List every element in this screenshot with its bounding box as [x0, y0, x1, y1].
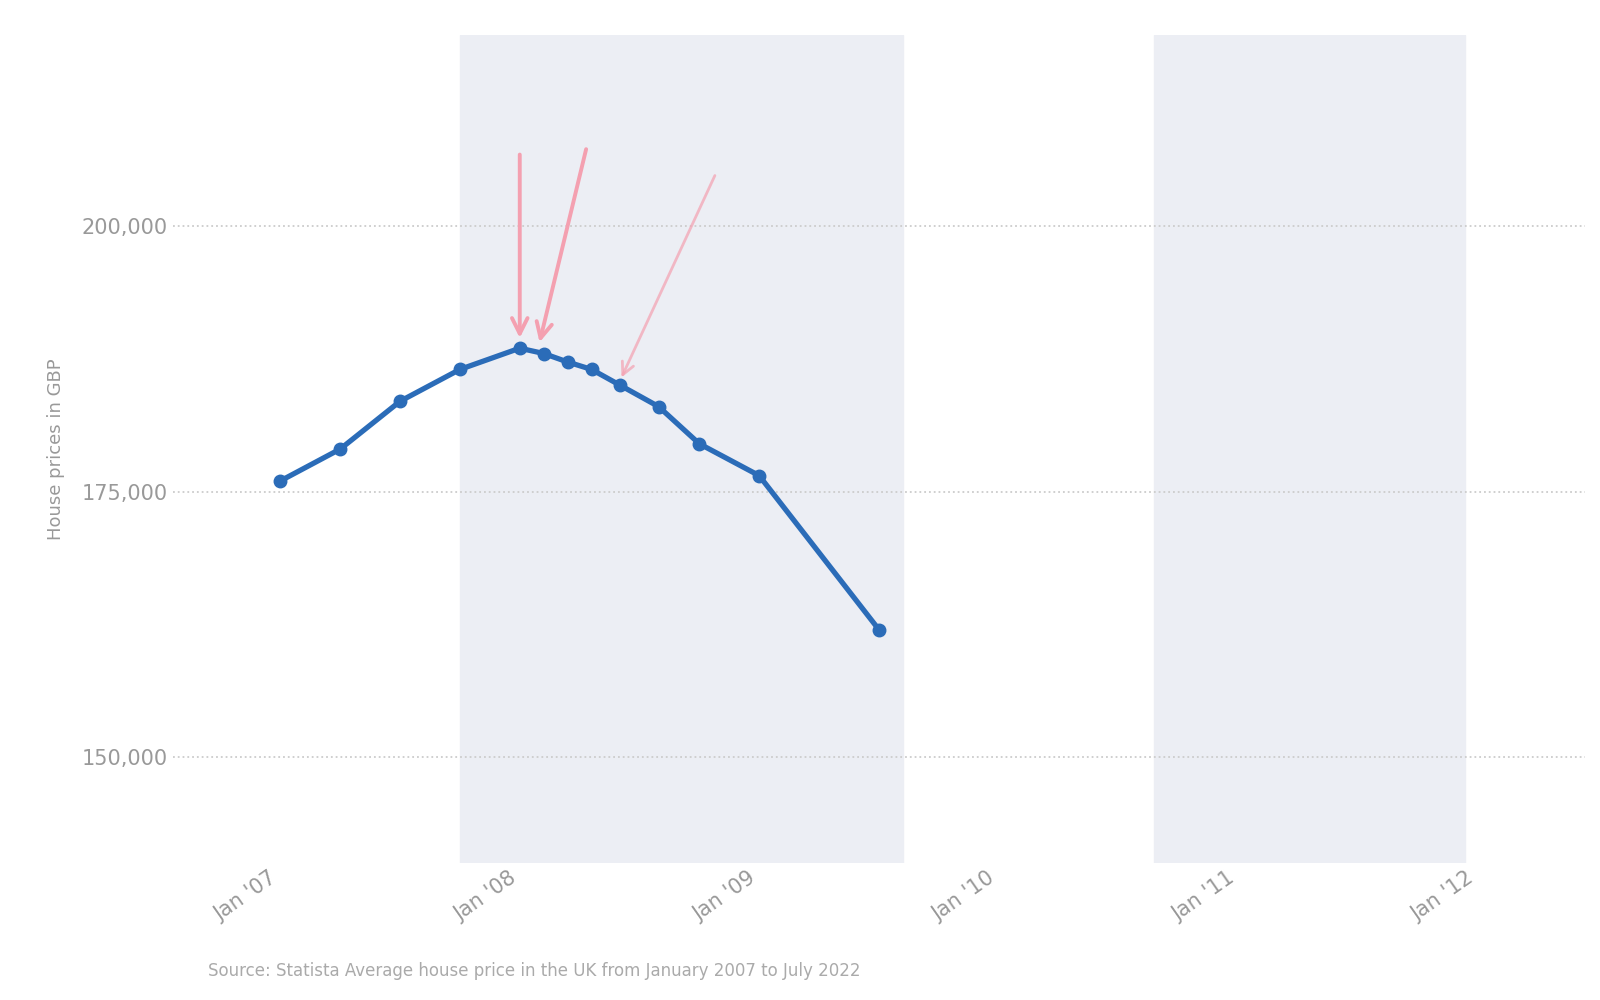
- Text: Source: Statista Average house price in the UK from January 2007 to July 2022: Source: Statista Average house price in …: [208, 962, 861, 980]
- Bar: [459, 35, 902, 863]
- Y-axis label: House prices in GBP: House prices in GBP: [46, 358, 66, 540]
- Bar: [1154, 35, 1466, 863]
